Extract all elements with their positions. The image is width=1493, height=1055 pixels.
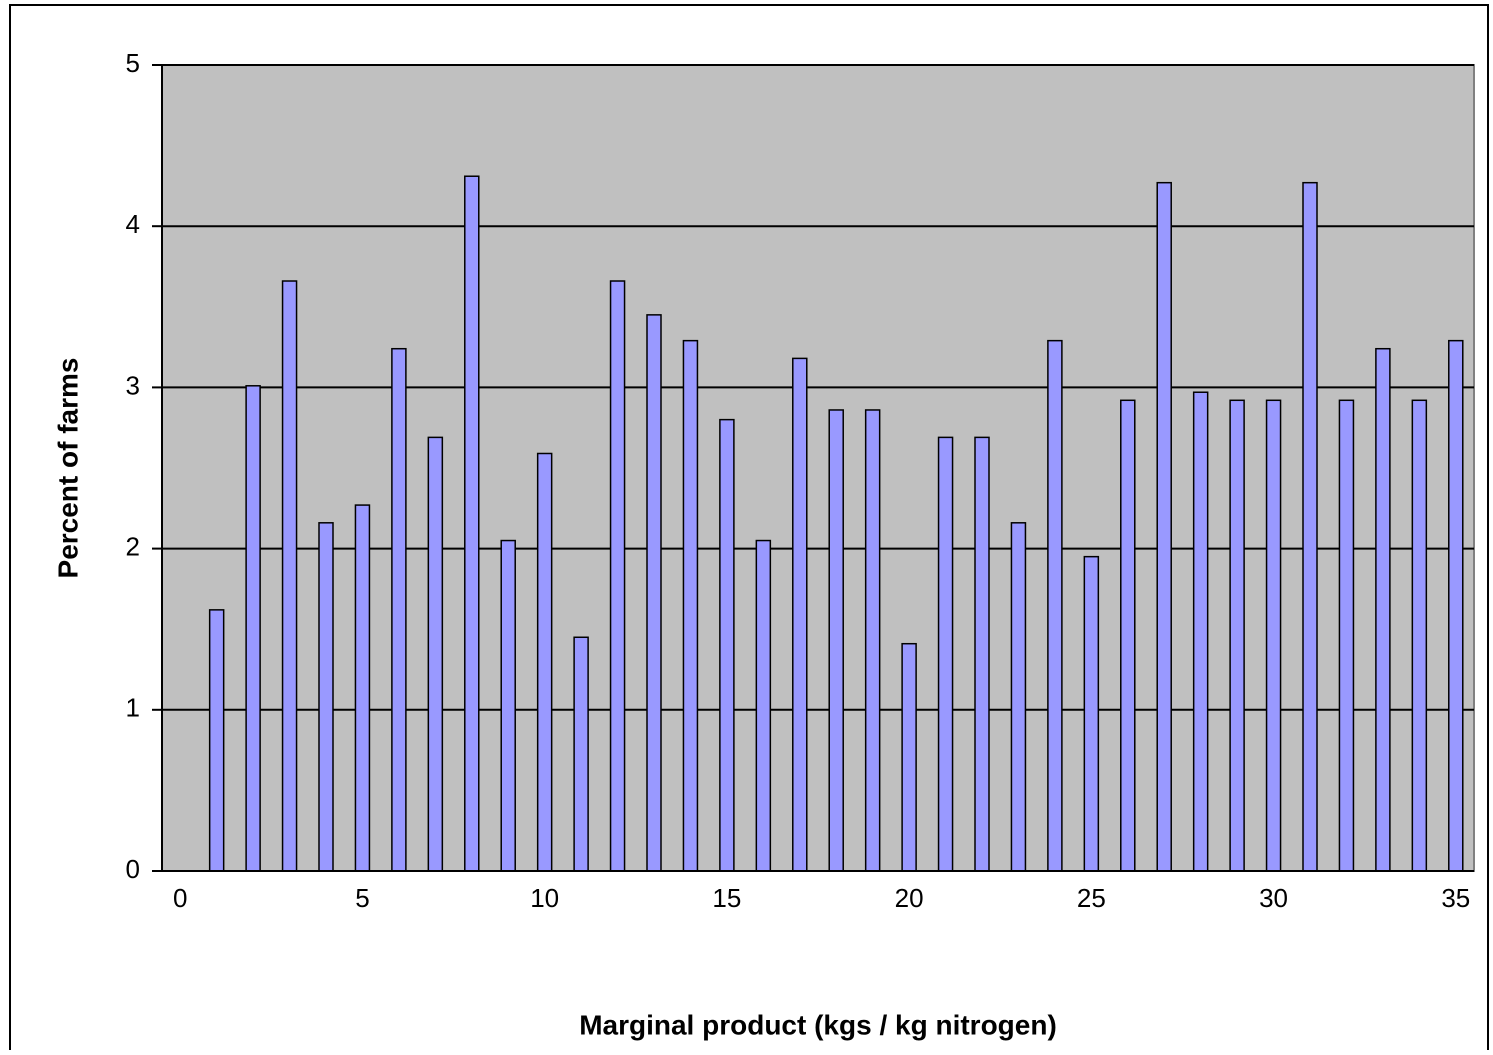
bar bbox=[937, 436, 954, 872]
bar bbox=[245, 385, 261, 872]
bar bbox=[609, 280, 626, 872]
y-tick-label: 3 bbox=[126, 370, 140, 400]
bar bbox=[354, 504, 371, 872]
bar bbox=[1156, 181, 1172, 872]
y-tick-label: 2 bbox=[126, 531, 140, 561]
bar bbox=[1375, 347, 1391, 872]
bar bbox=[901, 642, 917, 872]
bar bbox=[646, 314, 662, 872]
bar bbox=[427, 436, 444, 872]
x-tick-label: 10 bbox=[530, 883, 559, 913]
y-axis-title: Percent of farms bbox=[52, 358, 83, 579]
bar bbox=[536, 452, 553, 872]
bar bbox=[318, 522, 334, 872]
x-tick-label: 20 bbox=[895, 883, 924, 913]
bar bbox=[864, 409, 881, 872]
bar bbox=[573, 636, 589, 872]
bar bbox=[1411, 399, 1428, 872]
bar bbox=[500, 539, 516, 872]
x-axis-title: Marginal product (kgs / kg nitrogen) bbox=[579, 1009, 1057, 1040]
x-tick-label: 35 bbox=[1441, 883, 1470, 913]
bar bbox=[1448, 339, 1464, 872]
y-tick-label: 1 bbox=[126, 693, 140, 723]
y-tick-label: 0 bbox=[126, 854, 140, 884]
bar bbox=[208, 609, 225, 872]
bar bbox=[464, 175, 480, 872]
bar bbox=[974, 436, 990, 872]
plot-area bbox=[161, 64, 1475, 872]
bar bbox=[1047, 339, 1063, 872]
bar bbox=[1338, 399, 1355, 872]
bar bbox=[1120, 399, 1136, 872]
bar bbox=[391, 347, 407, 872]
x-tick-label: 0 bbox=[173, 883, 187, 913]
y-tick-label: 4 bbox=[126, 209, 140, 239]
bar bbox=[1010, 522, 1027, 872]
x-tick-label: 5 bbox=[355, 883, 369, 913]
bar bbox=[1302, 181, 1318, 872]
bar bbox=[281, 280, 298, 872]
x-tick-label: 15 bbox=[712, 883, 741, 913]
bar bbox=[1192, 391, 1209, 872]
x-tick-label: 25 bbox=[1077, 883, 1106, 913]
bar bbox=[1229, 399, 1245, 872]
bar bbox=[828, 409, 844, 872]
bar bbox=[755, 539, 772, 872]
x-tick-label: 30 bbox=[1259, 883, 1288, 913]
bar bbox=[1083, 555, 1100, 872]
y-tick-label: 5 bbox=[126, 48, 140, 78]
bar bbox=[682, 339, 699, 872]
bar bbox=[719, 418, 735, 872]
bar bbox=[792, 357, 808, 872]
bar bbox=[1265, 399, 1282, 872]
